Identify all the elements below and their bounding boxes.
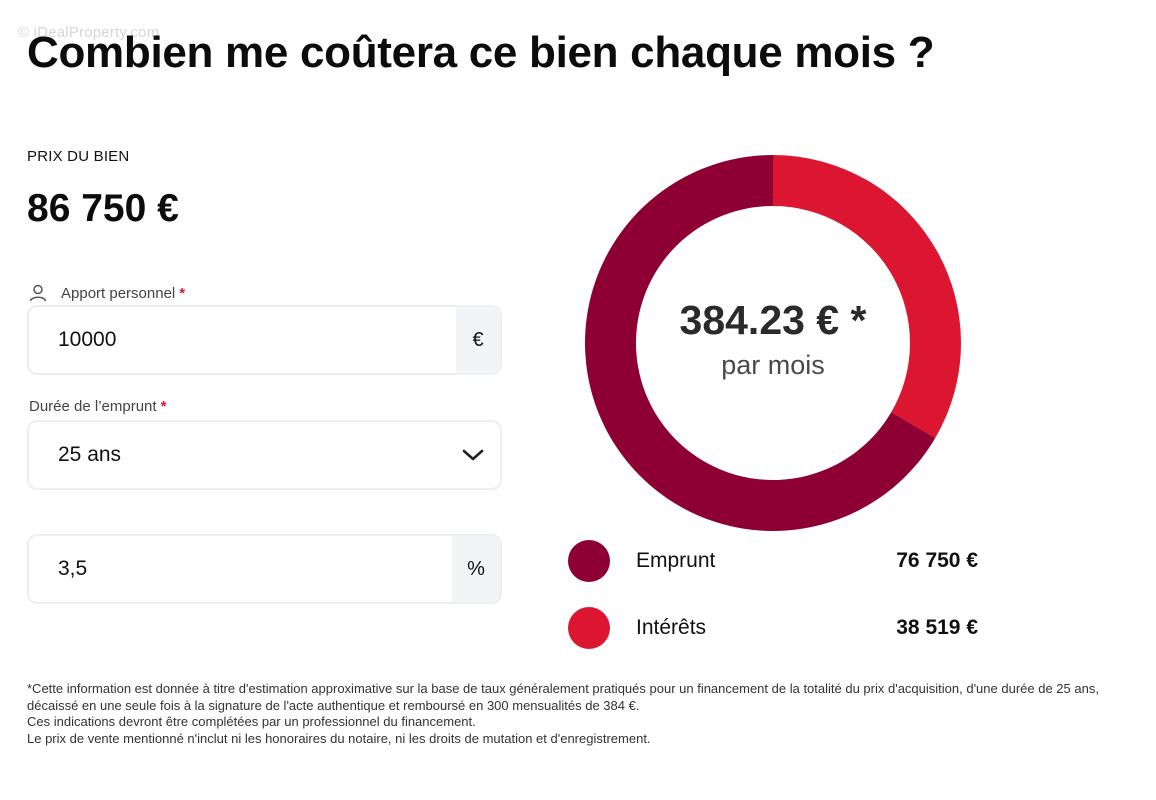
legend-value: 38 519 €	[896, 616, 978, 639]
watermark: © iDealProperty.com	[18, 24, 160, 41]
donut-slice-interets	[773, 155, 961, 438]
donut-slice-emprunt	[585, 155, 936, 531]
apport-label-row: Apport personnel *	[29, 284, 185, 302]
legend-item-interets: Intérêts 38 519 €	[568, 606, 978, 650]
required-mark: *	[160, 398, 167, 415]
legend-dot	[568, 540, 610, 582]
disclaimer-line: *Cette information est donnée à titre d'…	[27, 681, 1099, 713]
required-mark: *	[179, 284, 186, 302]
chevron-down-icon[interactable]	[446, 422, 500, 488]
user-icon	[29, 284, 47, 302]
duree-label-row: Durée de l’emprunt *	[29, 398, 166, 415]
apport-label: Apport personnel	[61, 284, 176, 302]
percent-unit: %	[452, 536, 500, 602]
price-label: PRIX DU BIEN	[27, 148, 130, 165]
apport-field[interactable]: 10000 €	[27, 305, 502, 375]
duree-select[interactable]: 25 ans	[27, 420, 502, 490]
donut-chart-svg	[585, 155, 961, 531]
disclaimer-line: Le prix de vente mentionné n'inclut ni l…	[27, 730, 651, 746]
disclaimer-line: Ces indications devront être complétées …	[27, 714, 476, 729]
legend-value: 76 750 €	[896, 549, 978, 572]
taux-input[interactable]: 3,5	[58, 557, 88, 580]
disclaimer: *Cette information est donnée à titre d'…	[27, 681, 1117, 747]
legend-item-emprunt: Emprunt 76 750 €	[568, 539, 978, 583]
legend-label: Emprunt	[636, 549, 716, 572]
taux-field[interactable]: 3,5 %	[27, 534, 502, 604]
duree-label: Durée de l’emprunt	[29, 398, 157, 415]
legend-label: Intérêts	[636, 616, 707, 639]
donut-chart	[585, 155, 961, 531]
euro-unit: €	[456, 307, 500, 373]
page-title: Combien me coûtera ce bien chaque mois ?	[27, 28, 935, 77]
legend-dot	[568, 607, 610, 649]
price-value: 86 750 €	[27, 187, 179, 230]
apport-input[interactable]: 10000	[58, 328, 117, 351]
duree-selected-value: 25 ans	[58, 443, 122, 466]
